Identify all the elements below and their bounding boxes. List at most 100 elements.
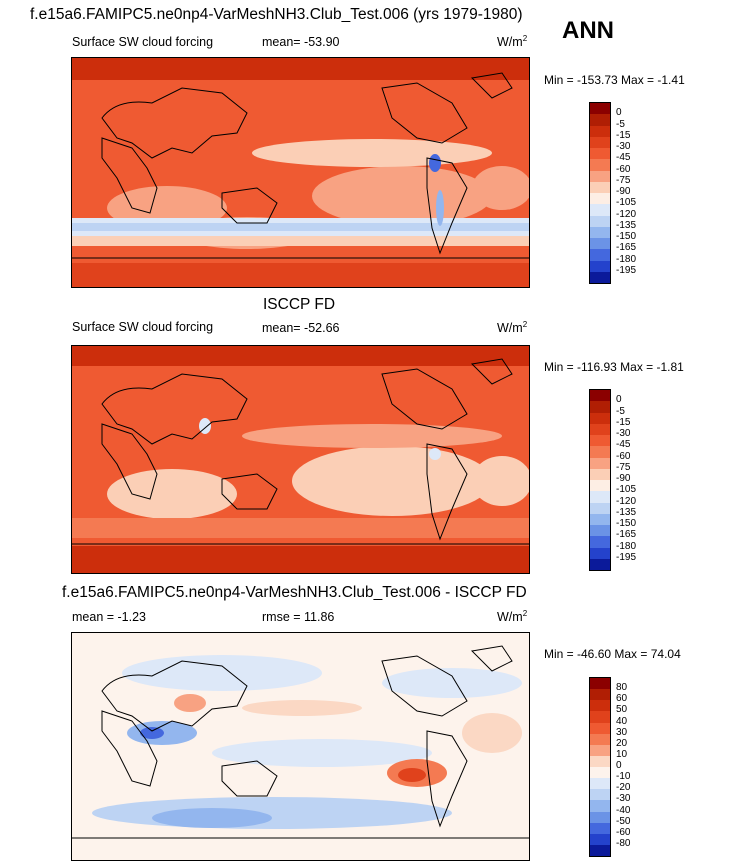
colorbar-label: 30 xyxy=(616,726,628,738)
colorbar-swatch xyxy=(590,755,610,767)
colorbar-label: 50 xyxy=(616,704,628,716)
colorbar-swatch xyxy=(590,468,610,480)
colorbar-swatch xyxy=(590,733,610,745)
colorbar-label: 10 xyxy=(616,748,628,760)
colorbar-swatch xyxy=(590,249,610,261)
colorbar-swatch xyxy=(590,401,610,413)
colorbar-swatch xyxy=(590,525,610,537)
colorbar-swatch xyxy=(590,148,610,160)
panel-diff-colorbar xyxy=(589,677,611,857)
colorbar-label: -135 xyxy=(616,219,637,231)
colorbar-swatch xyxy=(590,513,610,525)
colorbar-label: -60 xyxy=(616,450,631,462)
figure-title: f.e15a6.FAMIPC5.ne0np4-VarMeshNH3.Club_T… xyxy=(30,6,523,23)
colorbar-swatch xyxy=(590,700,610,712)
colorbar-label: -15 xyxy=(616,416,631,428)
colorbar-swatch xyxy=(590,136,610,148)
colorbar-swatch xyxy=(590,833,610,845)
panel-obs-map xyxy=(71,345,530,574)
colorbar-label: -120 xyxy=(616,495,637,507)
colorbar-swatch xyxy=(590,789,610,801)
colorbar-swatch xyxy=(590,412,610,424)
colorbar-swatch xyxy=(590,170,610,182)
colorbar-swatch xyxy=(590,204,610,216)
colorbar-label: -165 xyxy=(616,529,637,541)
colorbar-label: -30 xyxy=(616,141,631,152)
colorbar-swatches xyxy=(590,678,610,856)
colorbar-label: 0 xyxy=(616,394,622,406)
colorbar-label: -150 xyxy=(616,518,637,529)
colorbar-swatch xyxy=(590,722,610,734)
colorbar-swatch xyxy=(590,547,610,559)
colorbar-swatch xyxy=(590,103,610,115)
panel-model-mean: mean= -53.90 xyxy=(262,35,340,49)
colorbar-label: -135 xyxy=(616,506,637,518)
colorbar-swatch xyxy=(590,811,610,823)
colorbar-label: -45 xyxy=(616,152,631,164)
panel-diff-map xyxy=(71,632,530,861)
colorbar-label: -180 xyxy=(616,540,637,552)
colorbar-swatch xyxy=(590,260,610,272)
colorbar-swatch xyxy=(590,711,610,723)
colorbar-label: -105 xyxy=(616,484,637,496)
colorbar-swatches xyxy=(590,390,610,570)
colorbar-swatch xyxy=(590,767,610,779)
panel-model-variable: Surface SW cloud forcing xyxy=(72,35,214,49)
panel-obs-minmax: Min = -116.93 Max = -1.81 xyxy=(544,360,684,374)
colorbar-label: -45 xyxy=(616,439,631,451)
colorbar-label: 60 xyxy=(616,693,628,705)
panel-obs-colorbar xyxy=(589,389,611,571)
colorbar-label: -105 xyxy=(616,197,637,209)
colorbar-swatches xyxy=(590,103,610,283)
colorbar-label: -60 xyxy=(616,826,631,838)
colorbar-swatch xyxy=(590,800,610,812)
colorbar-swatch xyxy=(590,446,610,458)
colorbar-swatch xyxy=(590,457,610,469)
model-map-plot xyxy=(72,58,529,287)
season-label: ANN xyxy=(562,17,614,44)
panel-model-minmax: Min = -153.73 Max = -1.41 xyxy=(544,73,685,87)
colorbar-swatch xyxy=(590,502,610,514)
colorbar-label: -30 xyxy=(616,793,631,805)
colorbar-label: 80 xyxy=(616,682,628,694)
colorbar-swatch xyxy=(590,778,610,790)
panel-diff-minmax: Min = -46.60 Max = 74.04 xyxy=(544,647,681,661)
colorbar-label: -80 xyxy=(616,837,631,849)
colorbar-label: -150 xyxy=(616,231,637,242)
panel-obs-units: W/m2 xyxy=(497,319,528,335)
colorbar-label: -195 xyxy=(616,264,637,276)
colorbar-swatch xyxy=(590,536,610,548)
colorbar-swatch xyxy=(590,125,610,137)
colorbar-label: -10 xyxy=(616,771,631,783)
panel-model-colorbar xyxy=(589,102,611,284)
colorbar-swatch xyxy=(590,215,610,227)
panel-diff-rmse: rmse = 11.86 xyxy=(262,610,335,624)
colorbar-label: -15 xyxy=(616,129,631,141)
colorbar-swatch xyxy=(590,114,610,126)
colorbar-label: -195 xyxy=(616,551,637,563)
panel-diff-units: W/m2 xyxy=(497,608,528,624)
obs-map-plot xyxy=(72,346,529,573)
colorbar-label: -60 xyxy=(616,163,631,175)
panel-model-units: W/m2 xyxy=(497,33,528,49)
colorbar-label: -20 xyxy=(616,782,631,794)
colorbar-swatch xyxy=(590,689,610,701)
colorbar-swatch xyxy=(590,435,610,447)
colorbar-label: -30 xyxy=(616,428,631,439)
panel-diff-title: f.e15a6.FAMIPC5.ne0np4-VarMeshNH3.Club_T… xyxy=(62,584,527,601)
colorbar-swatch xyxy=(590,822,610,834)
colorbar-swatch xyxy=(590,390,610,402)
panel-model-map xyxy=(71,57,530,288)
colorbar-swatch xyxy=(590,491,610,503)
colorbar-swatch xyxy=(590,844,610,856)
colorbar-label: -5 xyxy=(616,405,625,417)
colorbar-label: 0 xyxy=(616,760,622,771)
colorbar-swatch xyxy=(590,226,610,238)
panel-obs-mean: mean= -52.66 xyxy=(262,321,340,335)
colorbar-label: -75 xyxy=(616,174,631,186)
colorbar-label: -75 xyxy=(616,461,631,473)
colorbar-label: -180 xyxy=(616,253,637,265)
colorbar-label: -50 xyxy=(616,815,631,827)
colorbar-swatch xyxy=(590,159,610,171)
colorbar-label: 40 xyxy=(616,715,628,727)
